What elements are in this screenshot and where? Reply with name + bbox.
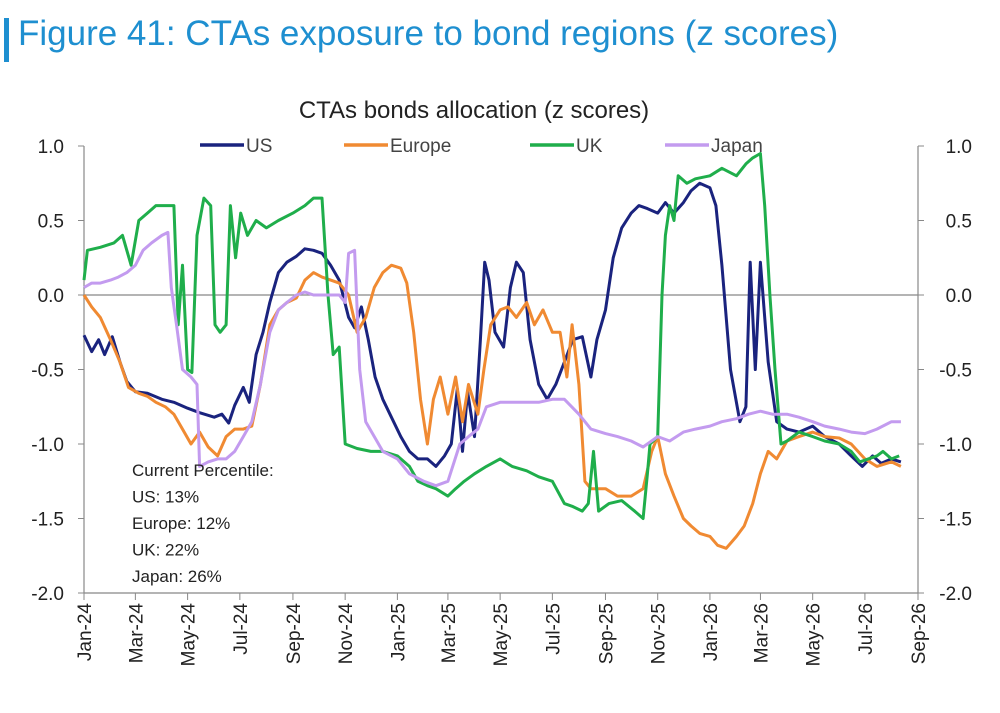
legend-label-uk: UK — [576, 136, 603, 157]
y-tick-label-right: -0.5 — [939, 361, 972, 382]
legend-label-us: US — [246, 136, 272, 157]
x-tick-label: Jul-25 — [543, 603, 564, 655]
y-tick-label-left: 0.0 — [38, 286, 64, 307]
y-tick-label-right: -1.0 — [939, 435, 972, 456]
percentile-note-line: Current Percentile: — [132, 461, 274, 480]
y-tick-label-right: -1.5 — [939, 510, 972, 531]
x-tick-label: May-26 — [804, 603, 825, 666]
x-tick-label: Mar-25 — [439, 603, 460, 663]
figure-accent-bar — [4, 18, 9, 62]
legend-label-europe: Europe — [390, 136, 451, 157]
x-tick-label: Jul-24 — [231, 603, 252, 655]
x-tick-label: Jan-25 — [388, 603, 409, 661]
legend-label-japan: Japan — [711, 136, 763, 157]
y-tick-label-right: -2.0 — [939, 584, 972, 605]
y-tick-label-left: -1.5 — [31, 510, 64, 531]
x-tick-label: Jul-26 — [856, 603, 877, 655]
y-tick-label-left: -0.5 — [31, 361, 64, 382]
x-tick-label: Sep-25 — [596, 603, 617, 664]
series-line-europe — [82, 263, 902, 550]
y-tick-label-right: 0.0 — [946, 286, 972, 307]
x-tick-label: May-24 — [179, 603, 200, 667]
y-tick-label-left: -1.0 — [31, 435, 64, 456]
series-line-japan — [83, 230, 901, 488]
y-tick-label-left: -2.0 — [31, 584, 64, 605]
percentile-note-line: Japan: 26% — [132, 567, 222, 586]
x-tick-label: Sep-24 — [284, 603, 305, 665]
y-tick-label-right: 0.5 — [946, 212, 972, 233]
chart-axes: 1.0 0.5 0.0 -0.5 -1.0 -1.5 -2.0 1.0 0.5 0.0 -0.5 -1… — [31, 137, 972, 666]
x-tick-label: May-25 — [491, 603, 512, 666]
series-line-uk — [82, 152, 900, 520]
current-percentile-note: Current Percentile: US: 13% Europe: 12% UK:… — [132, 461, 274, 586]
x-tick-label: Nov-24 — [336, 603, 357, 665]
percentile-note-line: US: 13% — [132, 488, 199, 507]
figure-title: Figure 41: CTAs exposure to bond regions… — [18, 14, 839, 53]
y-tick-label-left: 0.5 — [38, 212, 64, 233]
y-tick-label-right: 1.0 — [946, 137, 972, 158]
series-line-us — [82, 181, 902, 468]
x-tick-label: Mar-24 — [126, 603, 147, 664]
percentile-note-line: UK: 22% — [132, 541, 199, 560]
chart-series — [82, 152, 902, 550]
x-tick-label: Nov-25 — [649, 603, 670, 664]
x-tick-label: Jan-26 — [701, 603, 722, 661]
y-tick-label-left: 1.0 — [38, 137, 64, 158]
x-tick-label: Mar-26 — [751, 603, 772, 663]
x-tick-label: Sep-26 — [909, 603, 930, 664]
chart-legend: US Europe UK Japan — [200, 136, 763, 157]
chart-title: CTAs bonds allocation (z scores) — [299, 97, 649, 124]
percentile-note-line: Europe: 12% — [132, 514, 230, 533]
x-tick-label: Jan-24 — [75, 603, 96, 662]
